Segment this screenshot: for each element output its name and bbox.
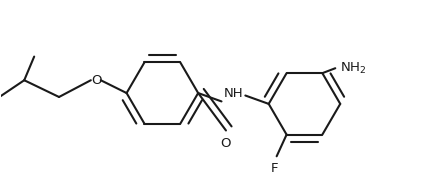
Text: NH: NH	[224, 87, 243, 100]
Text: F: F	[271, 162, 278, 175]
Text: O: O	[221, 137, 231, 150]
Text: O: O	[91, 74, 102, 87]
Text: NH$_2$: NH$_2$	[340, 61, 366, 76]
